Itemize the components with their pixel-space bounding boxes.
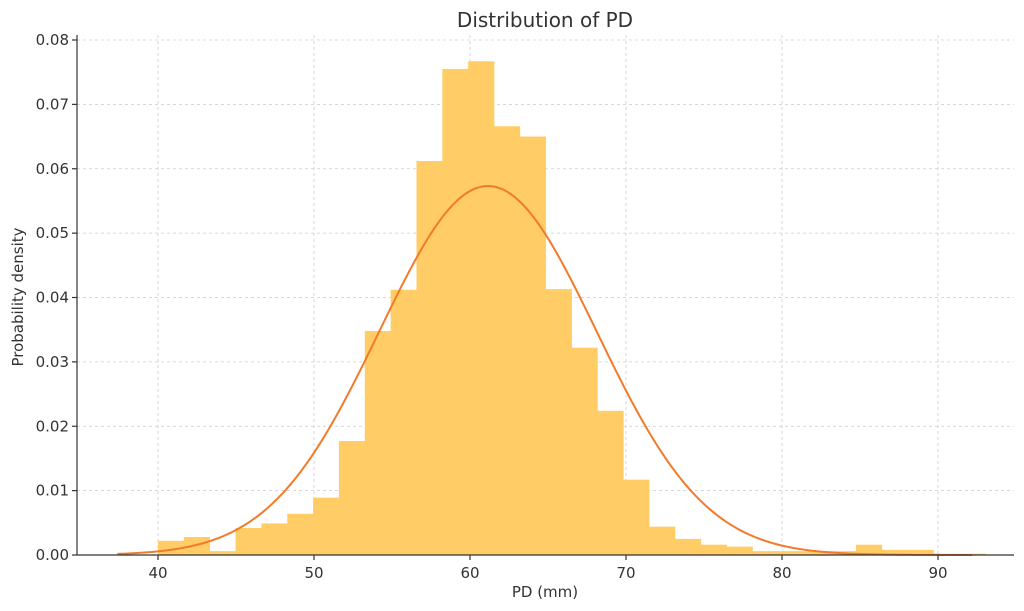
histogram-bar <box>468 61 495 556</box>
histogram-bar <box>804 551 831 555</box>
histogram-bar <box>649 526 676 555</box>
histogram-bar <box>855 544 883 555</box>
y-tick-label: 0.03 <box>36 353 69 371</box>
x-tick-label: 90 <box>928 564 947 582</box>
histogram-bar <box>261 523 288 555</box>
x-tick-label: 80 <box>772 564 791 582</box>
histogram-bar <box>287 513 314 555</box>
histogram-bars <box>158 61 986 556</box>
histogram-bar <box>442 68 469 555</box>
y-axis-ticks: 0.00 0.01 0.02 0.03 0.04 0.05 0.06 0.07 0.08 <box>36 31 77 564</box>
histogram-bar <box>700 544 727 555</box>
x-tick-label: 60 <box>460 564 479 582</box>
histogram-bar <box>597 410 624 555</box>
histogram-bar <box>390 289 417 555</box>
histogram-bar <box>209 551 236 555</box>
y-tick-label: 0.08 <box>36 31 69 49</box>
y-tick-label: 0.04 <box>36 289 69 307</box>
histogram-bar <box>778 551 805 555</box>
histogram-bar <box>623 479 650 555</box>
y-tick-label: 0.02 <box>36 417 69 435</box>
histogram-bar <box>519 136 547 555</box>
histogram-bar <box>726 546 753 555</box>
axes <box>76 35 1014 556</box>
histogram-bar <box>313 497 340 555</box>
histogram-bar <box>494 126 521 555</box>
y-tick-label: 0.06 <box>36 160 69 178</box>
x-tick-label: 70 <box>616 564 635 582</box>
histogram-bar <box>959 553 986 555</box>
grid-lines <box>77 35 1014 555</box>
histogram-bar <box>571 347 598 555</box>
y-tick-label: 0.07 <box>36 95 69 113</box>
y-tick-label: 0.01 <box>36 482 69 500</box>
x-axis-label: PD (mm) <box>512 583 578 601</box>
normal-fit-curve <box>117 185 973 556</box>
x-tick-label: 50 <box>304 564 323 582</box>
histogram-bar <box>416 161 443 555</box>
x-tick-label: 40 <box>148 564 167 582</box>
histogram-bar <box>881 549 908 555</box>
y-axis-label: Probability density <box>9 227 27 366</box>
x-axis-ticks: 40 50 60 70 80 90 <box>148 555 948 582</box>
histogram-bar <box>907 549 934 555</box>
histogram-bar <box>674 538 702 555</box>
histogram-bar <box>364 330 391 555</box>
histogram-bar <box>752 551 779 555</box>
histogram-bar <box>183 536 210 555</box>
chart-title: Distribution of PD <box>457 8 633 32</box>
y-tick-label: 0.05 <box>36 224 69 242</box>
y-tick-label: 0.00 <box>36 546 69 564</box>
histogram-bar <box>545 289 572 555</box>
histogram-bar <box>338 441 366 555</box>
histogram-bar <box>235 527 262 555</box>
